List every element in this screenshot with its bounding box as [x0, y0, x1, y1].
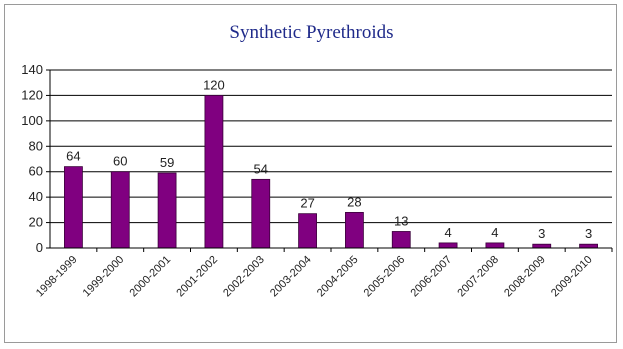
x-tick-label: 1998-1999 — [34, 254, 80, 300]
data-label: 64 — [66, 149, 80, 164]
gridlines — [50, 69, 612, 249]
x-tick-label: 2000-2001 — [128, 254, 174, 300]
y-tick-label: 20 — [29, 215, 43, 230]
bar — [298, 213, 317, 249]
data-label: 4 — [444, 225, 451, 240]
x-tick-label: 2007-2008 — [455, 254, 501, 300]
bars — [64, 95, 598, 249]
bar — [485, 242, 505, 249]
bar — [345, 211, 364, 249]
x-tick-label: 2004-2005 — [315, 254, 361, 300]
y-tick-label: 120 — [21, 87, 43, 102]
y-tick-label: 140 — [21, 62, 43, 77]
x-tick-label: 2002-2003 — [221, 254, 267, 300]
x-tick-label: 2009-2010 — [549, 254, 595, 300]
y-tick-label: 0 — [36, 240, 43, 255]
data-labels: 64 60 59 120 54 27 28 13 4 4 3 3 — [66, 77, 592, 241]
x-tick-label: 2003-2004 — [268, 254, 314, 300]
bar — [391, 231, 411, 249]
chart-frame — [4, 4, 617, 343]
y-tick-label: 100 — [21, 113, 43, 128]
chart-title: Synthetic Pyrethroids — [229, 22, 394, 43]
bar — [251, 178, 271, 249]
y-tick-label: 40 — [29, 189, 43, 204]
x-tick-label: 2001-2002 — [174, 254, 220, 300]
y-tick-label: 60 — [29, 164, 43, 179]
x-tick-label: 2005-2006 — [362, 254, 408, 300]
y-tick-label: 80 — [29, 138, 43, 153]
bar — [204, 95, 224, 249]
bar — [64, 166, 83, 249]
data-label: 4 — [491, 225, 498, 240]
bar — [110, 171, 130, 249]
bar — [157, 172, 177, 249]
x-axis: 1998-1999 1999-2000 2000-2001 2001-2002 2002… — [34, 247, 613, 300]
data-label: 3 — [538, 226, 545, 241]
bar — [532, 243, 552, 249]
data-label: 54 — [254, 161, 268, 176]
bar — [438, 242, 458, 249]
data-label: 3 — [585, 226, 592, 241]
data-label: 120 — [203, 77, 225, 92]
x-tick-label: 2006-2007 — [409, 254, 455, 300]
y-axis: 0 20 40 60 80 100 120 140 — [21, 62, 51, 255]
data-label: 59 — [160, 155, 174, 170]
x-tick-label: 1999-2000 — [81, 254, 127, 300]
x-tick-label: 2008-2009 — [502, 254, 548, 300]
bar — [579, 243, 598, 249]
data-label: 27 — [300, 196, 314, 211]
data-label: 28 — [347, 194, 361, 209]
data-label: 60 — [113, 154, 127, 169]
data-label: 13 — [394, 213, 408, 228]
